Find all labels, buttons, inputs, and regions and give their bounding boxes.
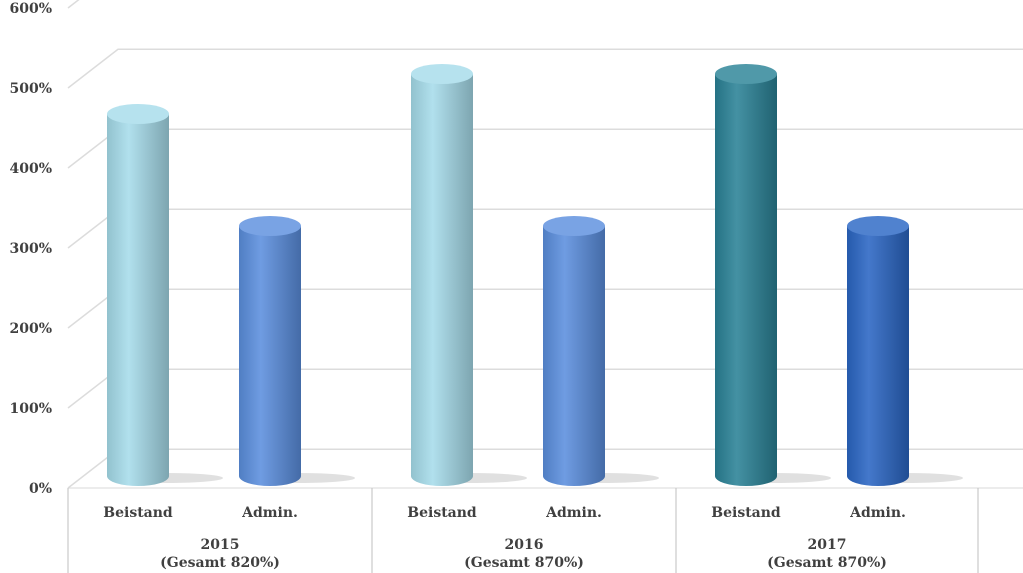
x-category-label: Beistand xyxy=(711,505,781,521)
y-tick-label: 500% xyxy=(9,81,52,97)
y-tick-label: 400% xyxy=(9,161,52,177)
bar xyxy=(715,74,777,486)
gridline xyxy=(67,128,1023,169)
gridline xyxy=(67,0,80,9)
x-category-label: Admin. xyxy=(545,505,602,521)
y-tick-label: 100% xyxy=(9,401,52,417)
x-category-label: Admin. xyxy=(241,505,298,521)
labels: 0% 100% 200% 300% 400% 500% 600% Beistand Admin.… xyxy=(9,1,905,571)
group-total-label: (Gesamt 870%) xyxy=(464,555,584,571)
y-tick-label: 0% xyxy=(29,481,52,497)
bar-top xyxy=(107,104,169,124)
bar xyxy=(239,226,301,486)
bar xyxy=(847,226,909,486)
gridline xyxy=(67,48,1023,89)
x-category-label: Beistand xyxy=(407,505,477,521)
group-year-label: 2017 xyxy=(808,537,847,553)
bar xyxy=(543,226,605,486)
bar xyxy=(411,74,473,486)
y-tick-label: 200% xyxy=(9,321,52,337)
bar-top xyxy=(543,216,605,236)
bars xyxy=(107,64,963,486)
y-tick-label: 300% xyxy=(9,241,52,257)
group-year-label: 2015 xyxy=(201,537,240,553)
group-total-label: (Gesamt 870%) xyxy=(767,555,887,571)
group-year-label: 2016 xyxy=(505,537,544,553)
bar-top xyxy=(239,216,301,236)
bar-top xyxy=(715,64,777,84)
bar-top xyxy=(411,64,473,84)
bar-top xyxy=(847,216,909,236)
y-tick-label: 600% xyxy=(9,1,52,17)
x-category-label: Beistand xyxy=(103,505,173,521)
x-category-label: Admin. xyxy=(849,505,906,521)
group-total-label: (Gesamt 820%) xyxy=(160,555,280,571)
axes xyxy=(67,487,1023,573)
bar xyxy=(107,114,169,486)
